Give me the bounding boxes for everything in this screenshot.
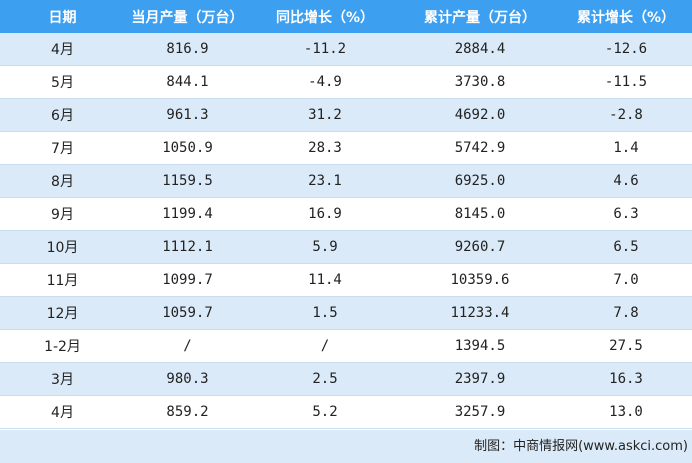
- table-row: 8月 1159.5 23.1 6925.0 4.6: [0, 164, 692, 198]
- cell-yoy-growth: 11.4: [250, 263, 400, 297]
- cell-cumulative-output: 6925.0: [400, 164, 560, 198]
- cell-yoy-growth: -4.9: [250, 65, 400, 99]
- cell-monthly-output: 1112.1: [125, 230, 250, 264]
- cell-date: 1-2月: [0, 329, 125, 363]
- table-row: 1-2月 //1394.5 27.5: [0, 329, 692, 363]
- cell-cumulative-growth: 1.4: [560, 131, 692, 165]
- table-row: 12月 1059.7 1.5 11233.4 7.8: [0, 296, 692, 330]
- cell-monthly-output: 844.1: [125, 65, 250, 99]
- cell-date: 7月: [0, 131, 125, 165]
- cell-monthly-output: 1059.7: [125, 296, 250, 330]
- cell-cumulative-output: 3730.8: [400, 65, 560, 99]
- cell-yoy-growth: 16.9: [250, 197, 400, 231]
- table-row: 4月 816.9 -11.2 2884.4 -12.6: [0, 33, 692, 66]
- cell-yoy-growth: 5.9: [250, 230, 400, 264]
- cell-cumulative-output: 10359.6: [400, 263, 560, 297]
- cell-yoy-growth: /: [250, 329, 400, 363]
- cell-monthly-output: 980.3: [125, 362, 250, 396]
- cell-cumulative-growth: 13.0: [560, 395, 692, 429]
- cell-yoy-growth: 23.1: [250, 164, 400, 198]
- column-header-cumulative-output: 累计产量（万台）: [400, 0, 560, 33]
- table-row: 11月 1099.7 11.4 10359.6 7.0: [0, 263, 692, 297]
- cell-cumulative-growth: -12.6: [560, 33, 692, 66]
- cell-cumulative-output: 5742.9: [400, 131, 560, 165]
- cell-cumulative-growth: -11.5: [560, 65, 692, 99]
- cell-cumulative-growth: -2.8: [560, 98, 692, 132]
- table-row: 3月 980.3 2.5 2397.9 16.3: [0, 362, 692, 396]
- production-table: 日期 当月产量（万台） 同比增长（%） 累计产量（万台） 累计增长（%） 4月 816.9…: [0, 0, 692, 429]
- cell-cumulative-growth: 6.3: [560, 197, 692, 231]
- cell-cumulative-output: 4692.0: [400, 98, 560, 132]
- cell-monthly-output: 1099.7: [125, 263, 250, 297]
- cell-yoy-growth: 5.2: [250, 395, 400, 429]
- cell-cumulative-output: 11233.4: [400, 296, 560, 330]
- source-credit: 制图：中商情报网(www.askci.com): [0, 430, 692, 463]
- cell-cumulative-growth: 6.5: [560, 230, 692, 264]
- column-header-monthly-output: 当月产量（万台）: [125, 0, 250, 33]
- cell-monthly-output: 1199.4: [125, 197, 250, 231]
- cell-date: 6月: [0, 98, 125, 132]
- cell-cumulative-growth: 4.6: [560, 164, 692, 198]
- cell-monthly-output: 1050.9: [125, 131, 250, 165]
- cell-date: 12月: [0, 296, 125, 330]
- cell-cumulative-output: 8145.0: [400, 197, 560, 231]
- cell-date: 4月: [0, 33, 125, 66]
- table-row: 5月 844.1 -4.9 3730.8 -11.5: [0, 65, 692, 99]
- cell-cumulative-growth: 27.5: [560, 329, 692, 363]
- cell-yoy-growth: 31.2: [250, 98, 400, 132]
- cell-date: 9月: [0, 197, 125, 231]
- cell-monthly-output: /: [125, 329, 250, 363]
- table-row: 9月 1199.4 16.9 8145.0 6.3: [0, 197, 692, 231]
- cell-yoy-growth: 28.3: [250, 131, 400, 165]
- table-row: 10月 1112.1 5.9 9260.7 6.5: [0, 230, 692, 264]
- cell-date: 8月: [0, 164, 125, 198]
- cell-cumulative-output: 2884.4: [400, 33, 560, 66]
- column-header-yoy-growth: 同比增长（%）: [250, 0, 400, 33]
- cell-date: 5月: [0, 65, 125, 99]
- cell-yoy-growth: -11.2: [250, 33, 400, 66]
- table-row: 6月 961.3 31.2 4692.0 -2.8: [0, 98, 692, 132]
- cell-monthly-output: 816.9: [125, 33, 250, 66]
- column-header-date: 日期: [0, 0, 125, 33]
- header-row: 日期 当月产量（万台） 同比增长（%） 累计产量（万台） 累计增长（%）: [0, 0, 692, 33]
- cell-cumulative-output: 1394.5: [400, 329, 560, 363]
- cell-cumulative-output: 9260.7: [400, 230, 560, 264]
- cell-cumulative-growth: 7.0: [560, 263, 692, 297]
- cell-cumulative-growth: 7.8: [560, 296, 692, 330]
- cell-monthly-output: 1159.5: [125, 164, 250, 198]
- cell-monthly-output: 961.3: [125, 98, 250, 132]
- cell-yoy-growth: 2.5: [250, 362, 400, 396]
- cell-date: 11月: [0, 263, 125, 297]
- cell-date: 10月: [0, 230, 125, 264]
- cell-cumulative-output: 2397.9: [400, 362, 560, 396]
- cell-date: 4月: [0, 395, 125, 429]
- table-row: 7月 1050.9 28.3 5742.9 1.4: [0, 131, 692, 165]
- cell-date: 3月: [0, 362, 125, 396]
- cell-cumulative-growth: 16.3: [560, 362, 692, 396]
- cell-yoy-growth: 1.5: [250, 296, 400, 330]
- column-header-cumulative-growth: 累计增长（%）: [560, 0, 692, 33]
- table-row: 4月 859.2 5.2 3257.9 13.0: [0, 395, 692, 429]
- cell-cumulative-output: 3257.9: [400, 395, 560, 429]
- cell-monthly-output: 859.2: [125, 395, 250, 429]
